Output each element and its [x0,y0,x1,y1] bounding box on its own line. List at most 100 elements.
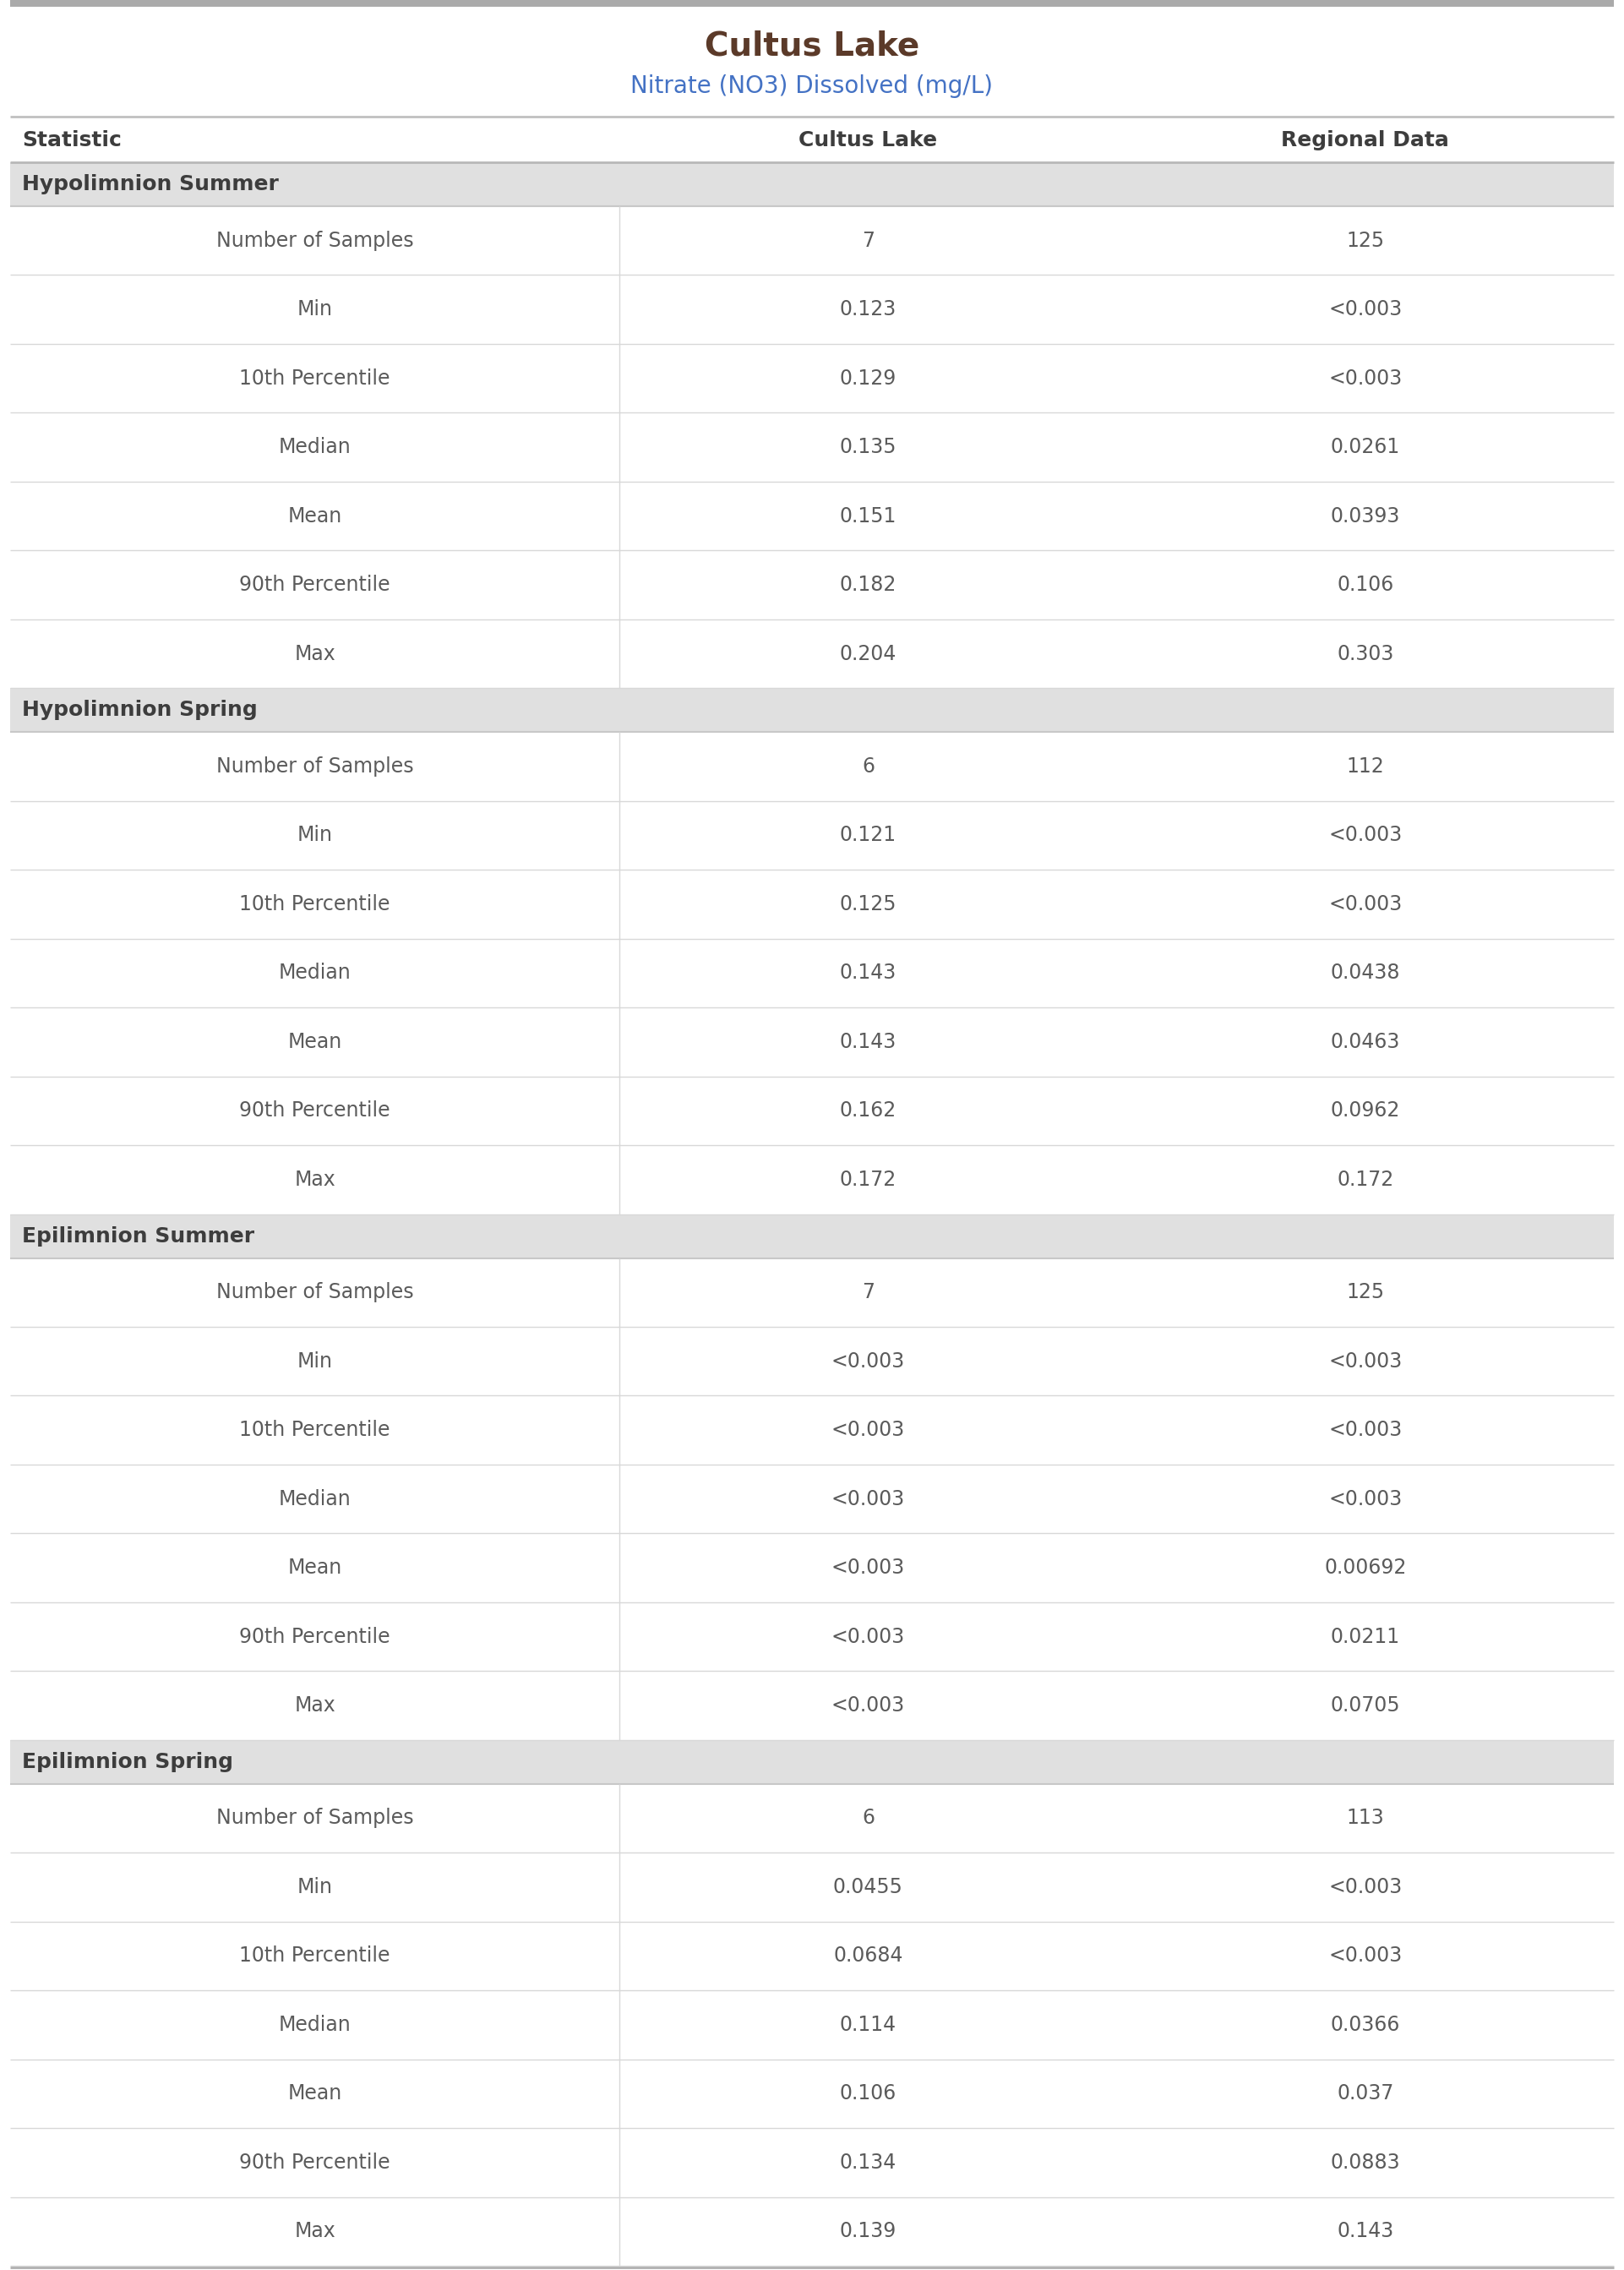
Text: 10th Percentile: 10th Percentile [239,1421,390,1439]
Text: 0.121: 0.121 [840,826,896,844]
Bar [10,343,1614,413]
Bar [10,1920,1614,1991]
Text: 0.0438: 0.0438 [1330,962,1400,983]
Text: <0.003: <0.003 [1328,1489,1402,1510]
Text: 90th Percentile: 90th Percentile [239,2152,390,2172]
Text: 0.0705: 0.0705 [1330,1696,1400,1716]
Text: 0.162: 0.162 [840,1101,896,1121]
Text: <0.003: <0.003 [1328,300,1402,320]
Text: 7: 7 [862,232,874,250]
Text: Cultus Lake: Cultus Lake [705,30,919,64]
Text: <0.003: <0.003 [831,1628,905,1646]
Bar [10,1671,1614,1739]
Text: <0.003: <0.003 [831,1489,905,1510]
Text: <0.003: <0.003 [1328,1945,1402,1966]
Text: 0.114: 0.114 [840,2016,896,2034]
Bar [10,1326,1614,1396]
Text: Median: Median [279,438,351,456]
Text: Mean: Mean [287,1033,343,1051]
Text: 0.123: 0.123 [840,300,896,320]
Bar [10,161,1614,207]
Text: Number of Samples: Number of Samples [216,232,414,250]
Text: Median: Median [279,2016,351,2034]
Text: Hypolimnion Spring: Hypolimnion Spring [23,699,258,720]
Bar [10,2127,1614,2197]
Text: 0.151: 0.151 [840,506,896,527]
Bar [10,275,1614,343]
Text: 0.125: 0.125 [840,894,896,915]
Text: 112: 112 [1346,756,1384,776]
Text: <0.003: <0.003 [1328,1421,1402,1439]
Text: Min: Min [297,826,333,844]
Text: 10th Percentile: 10th Percentile [239,1945,390,1966]
Bar [10,481,1614,549]
Text: Hypolimnion Summer: Hypolimnion Summer [23,175,279,195]
Text: Mean: Mean [287,1557,343,1578]
Text: 10th Percentile: 10th Percentile [239,368,390,388]
Bar [10,1603,1614,1671]
Text: 125: 125 [1346,232,1384,250]
Text: Min: Min [297,1351,333,1371]
Text: Min: Min [297,1877,333,1898]
Bar [10,1258,1614,1326]
Text: Regional Data: Regional Data [1281,129,1449,150]
Bar [10,2197,1614,2265]
Bar [10,413,1614,481]
Text: 0.0463: 0.0463 [1330,1033,1400,1051]
Text: 0.139: 0.139 [840,2222,896,2240]
Bar [10,1214,1614,1258]
Text: Statistic: Statistic [23,129,122,150]
Text: 0.143: 0.143 [840,962,896,983]
Text: <0.003: <0.003 [831,1421,905,1439]
Text: 0.106: 0.106 [1337,574,1393,595]
Text: <0.003: <0.003 [1328,894,1402,915]
Bar [10,801,1614,869]
Text: 0.037: 0.037 [1337,2084,1393,2104]
Text: Number of Samples: Number of Samples [216,756,414,776]
Text: Max: Max [294,645,336,663]
Text: 6: 6 [862,756,874,776]
Text: 0.0684: 0.0684 [833,1945,903,1966]
Bar [10,938,1614,1008]
Text: <0.003: <0.003 [1328,1877,1402,1898]
Bar [10,2059,1614,2127]
Text: Number of Samples: Number of Samples [216,1283,414,1303]
Bar [10,549,1614,620]
Text: 0.134: 0.134 [840,2152,896,2172]
Text: 0.0211: 0.0211 [1330,1628,1400,1646]
Text: 7: 7 [862,1283,874,1303]
Bar [10,869,1614,938]
Bar [10,1852,1614,1920]
Text: 0.143: 0.143 [840,1033,896,1051]
Text: 0.172: 0.172 [1337,1169,1393,1189]
Bar [10,1991,1614,2059]
Text: 90th Percentile: 90th Percentile [239,1101,390,1121]
Text: 0.0455: 0.0455 [833,1877,903,1898]
Text: <0.003: <0.003 [1328,1351,1402,1371]
Text: <0.003: <0.003 [831,1351,905,1371]
Bar [10,688,1614,733]
Text: Median: Median [279,962,351,983]
Text: 6: 6 [862,1809,874,1827]
Text: Max: Max [294,1169,336,1189]
Bar [10,0,1614,7]
Bar [10,1532,1614,1603]
Text: Epilimnion Summer: Epilimnion Summer [23,1226,255,1246]
Text: 0.00692: 0.00692 [1324,1557,1406,1578]
Text: 0.135: 0.135 [840,438,896,456]
Text: Epilimnion Spring: Epilimnion Spring [23,1752,234,1773]
Text: 0.182: 0.182 [840,574,896,595]
Text: 0.0261: 0.0261 [1330,438,1400,456]
Text: Min: Min [297,300,333,320]
Text: Max: Max [294,2222,336,2240]
Text: 90th Percentile: 90th Percentile [239,1628,390,1646]
Bar [10,1739,1614,1784]
Text: 0.0962: 0.0962 [1330,1101,1400,1121]
Text: Mean: Mean [287,506,343,527]
Bar [10,207,1614,275]
Text: <0.003: <0.003 [1328,368,1402,388]
Text: 0.0883: 0.0883 [1330,2152,1400,2172]
Bar [10,1144,1614,1214]
Text: 0.204: 0.204 [840,645,896,663]
Text: 0.143: 0.143 [1337,2222,1393,2240]
